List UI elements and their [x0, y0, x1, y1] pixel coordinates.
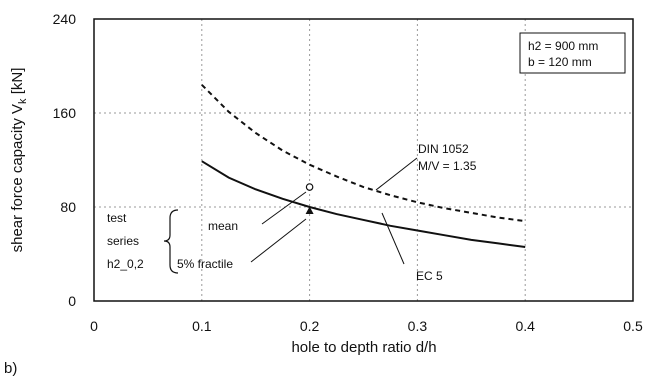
info-box-line-1: h2 = 900 mm [528, 39, 598, 53]
info-box: h2 = 900 mm b = 120 mm [519, 32, 626, 74]
annotation-line-mean [261, 191, 307, 225]
annotation-line-ec5 [381, 212, 405, 265]
y-axis-label-main: shear force capacity V [9, 104, 26, 252]
annotation-line-fractile [250, 218, 307, 263]
plot-frame [93, 18, 634, 302]
y-axis-label-unit: [kN] [9, 68, 26, 99]
y-axis-label: shear force capacity Vk [kN] [9, 68, 29, 253]
x-axis-label: hole to depth ratio d/h [291, 339, 436, 356]
fractile-point [305, 206, 314, 215]
y-axis-label-sub: k [17, 98, 29, 104]
x-tick-labels: 0 0.1 0.2 0.3 0.4 0.5 [90, 318, 643, 334]
test-series-line-3: h2_0,2 [107, 257, 144, 271]
x-tick-label: 0.2 [300, 318, 320, 334]
din-1052-line [201, 84, 526, 223]
fractile-label: 5% fractile [177, 257, 233, 271]
info-box-line-2: b = 120 mm [528, 55, 592, 69]
x-tick-label: 0 [90, 318, 98, 334]
x-tick-label: 0.3 [408, 318, 428, 334]
mean-label: mean [208, 219, 238, 233]
mean-point [305, 183, 314, 191]
y-tick-label: 0 [68, 293, 76, 309]
test-series-brace [163, 209, 179, 274]
y-tick-label: 240 [53, 11, 77, 27]
series-group [201, 84, 526, 248]
y-tick-label: 80 [60, 199, 76, 215]
y-tick-labels: 0 80 160 240 [53, 11, 77, 309]
x-tick-label: 0.4 [515, 318, 535, 334]
test-series-line-1: test [107, 211, 127, 225]
x-tick-label: 0.1 [192, 318, 212, 334]
panel-label: b) [4, 360, 17, 377]
ec5-label: EC 5 [416, 269, 443, 283]
x-tick-label: 0.5 [623, 318, 643, 334]
points-group [305, 183, 314, 215]
din-label-line-1: DIN 1052 [418, 142, 469, 156]
annotation-line-din [375, 157, 418, 191]
ec5-line [201, 160, 526, 248]
info-box-frame [519, 32, 626, 74]
din-label-line-2: M/V = 1.35 [418, 159, 477, 173]
y-tick-label: 160 [53, 105, 77, 121]
annotation-lines [163, 157, 418, 274]
test-series-line-2: series [107, 234, 139, 248]
